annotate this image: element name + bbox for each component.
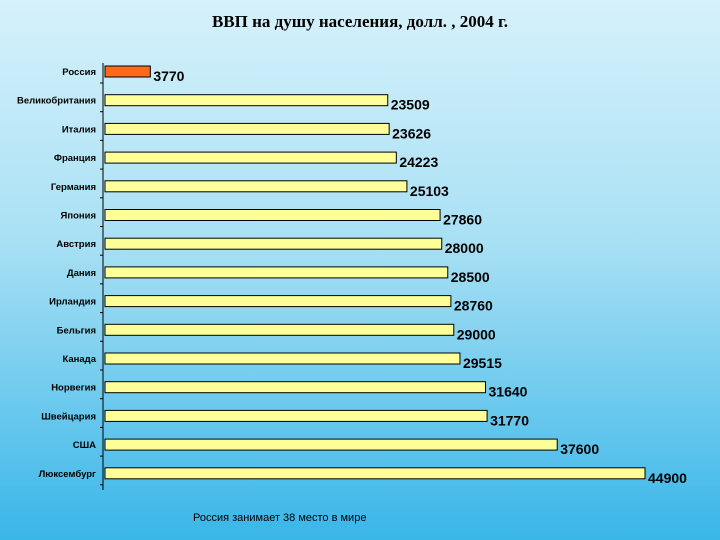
bar-9 xyxy=(104,323,455,336)
bar-3 xyxy=(104,151,397,164)
chart-title: ВВП на душу населения, долл. , 2004 г. xyxy=(211,12,509,31)
data-label: 27860 xyxy=(443,212,482,228)
bar-12 xyxy=(104,409,488,422)
category-label: Канада xyxy=(62,354,96,365)
data-label: 25103 xyxy=(410,183,449,199)
bar-0 xyxy=(104,65,151,78)
bar-1 xyxy=(104,94,389,107)
data-label: 29515 xyxy=(463,355,502,371)
data-label: 3770 xyxy=(153,68,184,84)
bar-10 xyxy=(104,352,461,365)
bar-14 xyxy=(104,467,646,480)
bar-6 xyxy=(104,237,443,250)
category-label: Италия xyxy=(62,124,96,135)
bar-2 xyxy=(104,122,390,135)
category-label: Франция xyxy=(54,153,96,164)
data-label: 28760 xyxy=(454,298,493,314)
data-label: 31640 xyxy=(489,384,528,400)
bar-11 xyxy=(104,381,487,394)
bar-4 xyxy=(104,180,408,193)
data-label: 23509 xyxy=(391,97,430,113)
data-label: 28000 xyxy=(445,240,484,256)
bar-7 xyxy=(104,266,449,279)
footnote: Россия занимает 38 место в мире xyxy=(193,512,367,524)
data-label: 37600 xyxy=(560,441,599,457)
category-label: Германия xyxy=(51,182,96,193)
category-label: Дания xyxy=(67,268,96,279)
data-label: 29000 xyxy=(457,326,496,342)
category-label: Ирландия xyxy=(49,297,96,308)
category-label: Великобритания xyxy=(17,96,96,107)
category-label: Швейцария xyxy=(41,411,96,422)
data-label: 44900 xyxy=(648,470,687,486)
bar-8 xyxy=(104,295,452,308)
bar-5 xyxy=(104,209,441,221)
data-label: 31770 xyxy=(490,412,529,428)
category-label: Норвегия xyxy=(51,383,96,394)
category-label: Япония xyxy=(61,211,97,222)
data-label: 23626 xyxy=(392,125,431,141)
category-label: Бельгия xyxy=(57,325,96,336)
bar-13 xyxy=(104,438,558,451)
category-label: США xyxy=(73,440,96,451)
category-label: Австрия xyxy=(56,239,96,250)
category-label: Россия xyxy=(62,67,96,78)
category-label: Люксембург xyxy=(39,469,96,480)
data-label: 28500 xyxy=(451,269,490,285)
data-label: 24223 xyxy=(399,154,438,170)
